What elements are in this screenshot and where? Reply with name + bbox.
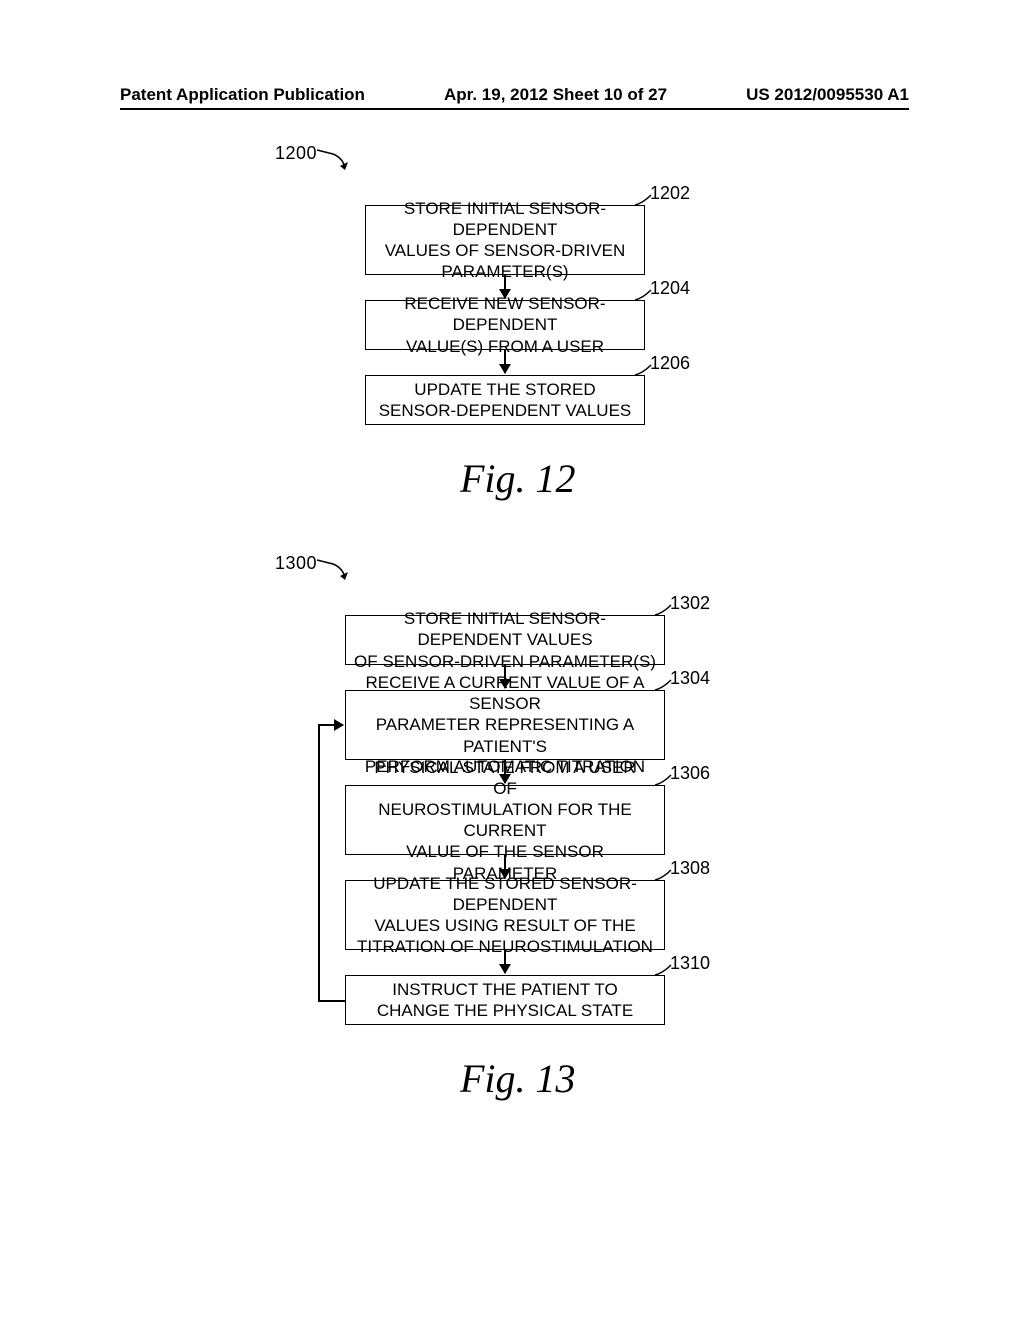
figure-caption-12: Fig. 12: [460, 455, 576, 502]
flowchart-box: RECEIVE NEW SENSOR-DEPENDENT VALUE(S) FR…: [365, 300, 645, 350]
loop-line: [318, 1000, 345, 1002]
flow-ref-1200: 1200: [275, 143, 317, 164]
box-ref-1202: 1202: [650, 183, 690, 204]
flowchart-box: RECEIVE A CURRENT VALUE OF A SENSOR PARA…: [345, 690, 665, 760]
arrow-right-icon: [318, 724, 343, 726]
header-center: Apr. 19, 2012 Sheet 10 of 27: [444, 85, 667, 105]
header-right: US 2012/0095530 A1: [746, 85, 909, 105]
header-rule: [120, 108, 909, 110]
figure-caption-13: Fig. 13: [460, 1055, 576, 1102]
header-left: Patent Application Publication: [120, 85, 365, 105]
box-ref-1310: 1310: [670, 953, 710, 974]
loop-line: [318, 725, 320, 1002]
patent-header: Patent Application Publication Apr. 19, …: [0, 85, 1024, 105]
pointer-arrow-icon: [315, 148, 355, 173]
pointer-arrow-icon: [315, 558, 355, 583]
flowchart-box: STORE INITIAL SENSOR-DEPENDENT VALUES OF…: [345, 615, 665, 665]
arrow-down-icon: [504, 350, 506, 373]
flowchart-box: UPDATE THE STORED SENSOR-DEPENDENT VALUE…: [345, 880, 665, 950]
box-ref-1306: 1306: [670, 763, 710, 784]
box-ref-1204: 1204: [650, 278, 690, 299]
box-ref-1206: 1206: [650, 353, 690, 374]
flow-ref-1300: 1300: [275, 553, 317, 574]
box-ref-1304: 1304: [670, 668, 710, 689]
box-ref-1302: 1302: [670, 593, 710, 614]
flowchart-box: STORE INITIAL SENSOR-DEPENDENT VALUES OF…: [365, 205, 645, 275]
flowchart-box: UPDATE THE STORED SENSOR-DEPENDENT VALUE…: [365, 375, 645, 425]
box-ref-1308: 1308: [670, 858, 710, 879]
flowchart-box: INSTRUCT THE PATIENT TO CHANGE THE PHYSI…: [345, 975, 665, 1025]
arrow-down-icon: [504, 950, 506, 973]
flowchart-box: PERFORM AUTOMATIC TITRATION OF NEUROSTIM…: [345, 785, 665, 855]
